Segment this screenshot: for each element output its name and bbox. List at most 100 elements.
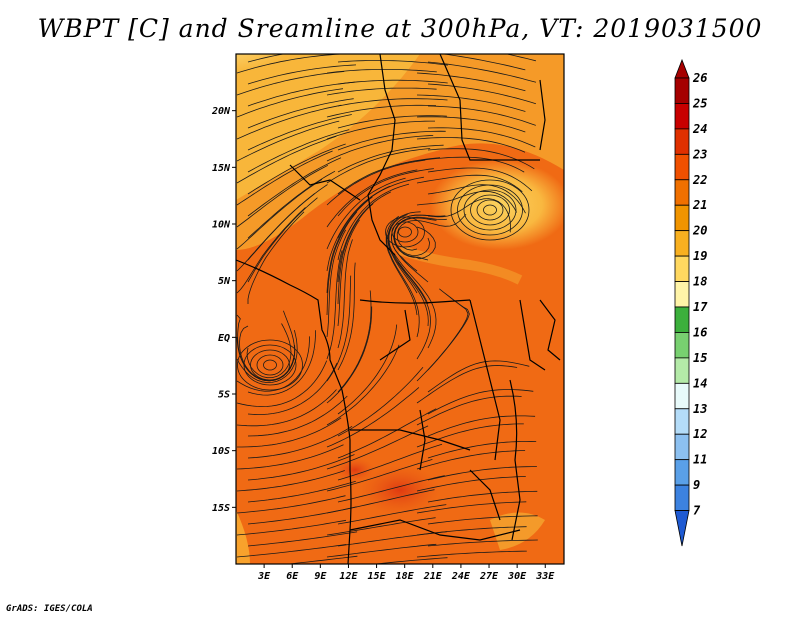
colorbar-swatch [674, 77, 690, 104]
streamline [427, 184, 526, 214]
streamline [247, 362, 338, 415]
streamline [326, 159, 426, 206]
lon-label: 33E [535, 571, 555, 582]
colorbar-label: 16 [693, 325, 707, 339]
streamline [236, 120, 340, 162]
colorbar-swatch [674, 459, 690, 486]
streamline [427, 389, 534, 415]
streamline [416, 116, 526, 133]
streamline [371, 557, 448, 564]
colorbar-swatch [674, 306, 690, 333]
lon-label: 3E [257, 571, 271, 582]
streamline [416, 395, 522, 426]
streamline [247, 54, 286, 63]
streamline [326, 185, 390, 272]
colorbar-swatch [674, 408, 690, 435]
lat-label: 5S [218, 390, 230, 401]
streamline [416, 174, 523, 193]
streamline [427, 440, 537, 459]
colorbar-label: 24 [692, 122, 707, 136]
streamline [416, 72, 526, 92]
streamline [247, 454, 355, 481]
streamline [247, 197, 318, 283]
streamline [326, 229, 347, 338]
streamline [326, 177, 406, 250]
streamline [247, 395, 348, 437]
streamline [337, 290, 372, 393]
streamline [337, 219, 360, 327]
streamline [416, 501, 527, 514]
streamline [427, 83, 537, 105]
vortex-streamline [263, 359, 277, 371]
streamline [247, 114, 352, 151]
streamline [416, 450, 526, 470]
lat-label: 10S [212, 446, 230, 457]
streamline [337, 157, 441, 195]
streamline [236, 71, 345, 96]
colorbar-swatch [674, 179, 690, 206]
colorbar-swatch [674, 433, 690, 461]
streamline [505, 54, 536, 62]
streamline [236, 193, 315, 272]
colorbar-swatch [674, 332, 690, 359]
colorbar-swatch [674, 230, 690, 257]
vortex-streamline [457, 184, 523, 236]
streamline [236, 389, 337, 427]
lat-label: 5N [218, 276, 231, 287]
vortex-streamline [450, 179, 530, 241]
streamline [416, 94, 526, 112]
temperature-field [236, 54, 564, 564]
lat-label: 15S [212, 503, 230, 514]
vortex-streamline [463, 189, 517, 231]
streamline [337, 168, 434, 217]
streamline [393, 252, 437, 349]
colorbar-swatch [674, 255, 690, 282]
streamline [337, 443, 443, 481]
streamline [390, 214, 430, 283]
colorbar-label: 15 [693, 351, 707, 365]
lon-label: 27E [479, 571, 499, 582]
colorbar-label: 26 [692, 71, 707, 85]
streamline [416, 365, 518, 404]
lon-label: 18E [396, 571, 415, 582]
streamline [236, 207, 306, 294]
map-frame [235, 53, 565, 565]
streamline [326, 104, 437, 118]
streamline [416, 156, 525, 173]
streamline [337, 115, 447, 129]
streamline [427, 466, 537, 481]
lon-label: 6E [286, 571, 299, 582]
colorbar-label: 22 [692, 173, 707, 187]
streamline [326, 275, 352, 382]
streamline [247, 81, 356, 107]
colorbar-bottom-arrow [674, 510, 690, 547]
streamline [284, 555, 358, 564]
streamline [337, 203, 374, 305]
streamline [440, 54, 526, 71]
streamline [388, 214, 429, 305]
streamline [247, 64, 357, 85]
streamline [337, 262, 356, 371]
streamline [247, 531, 358, 547]
vortex-streamline [398, 226, 412, 238]
lat-label: 20N [211, 106, 231, 117]
lon-label: 9E [314, 571, 327, 582]
lat-label: 15N [212, 163, 231, 174]
streamline [247, 310, 296, 382]
streamline [387, 211, 421, 294]
colorbar-label: 20 [692, 224, 707, 238]
streamline [326, 459, 433, 492]
streamline [337, 366, 424, 437]
streamline [236, 135, 337, 184]
streamlines [236, 54, 538, 564]
streamline [247, 211, 305, 304]
streamline [337, 79, 448, 85]
colorbar-label: 19 [693, 249, 707, 263]
streamline [247, 157, 342, 217]
streamline [236, 360, 328, 408]
streamline [326, 250, 343, 360]
colorbar-label: 9 [693, 478, 700, 492]
lat-label: EQ [218, 333, 230, 344]
lon-label: 24E [451, 571, 471, 582]
colorbar-swatch [674, 128, 690, 155]
